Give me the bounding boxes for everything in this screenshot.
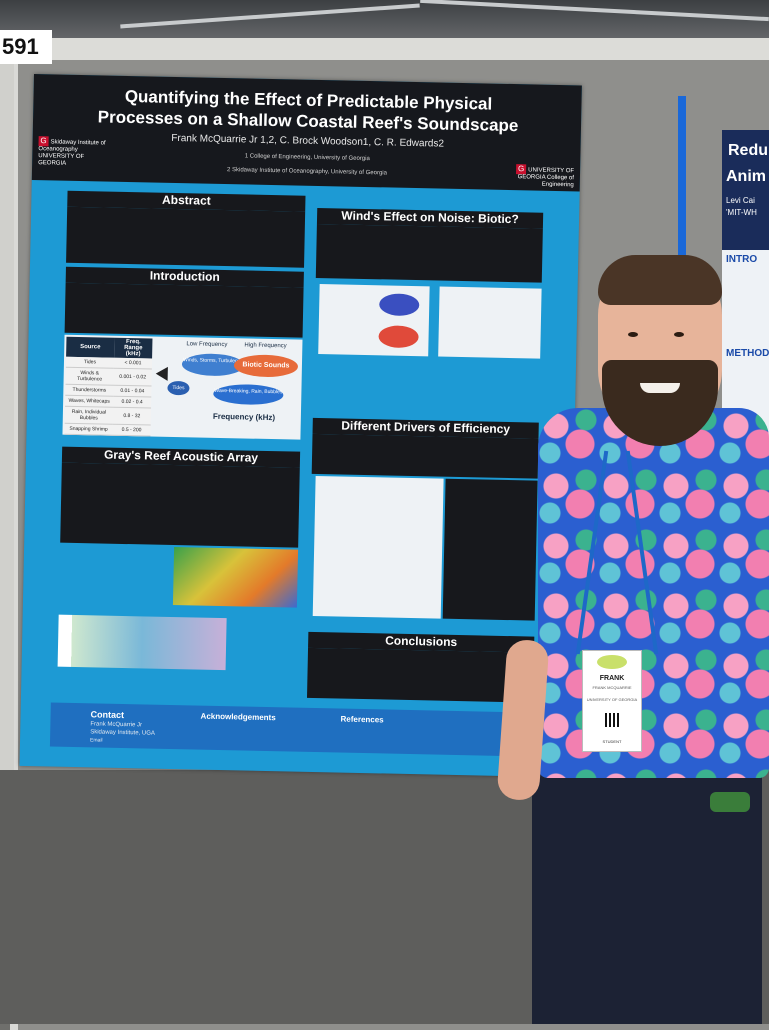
frequency-figure: Source Freq. Range (kHz) Tides < 0.001 Wi…	[62, 334, 303, 440]
table-row: Rain, Individual Bubbles 0.8 - 32	[64, 406, 152, 426]
research-poster: Quantifying the Effect of Predictable Ph…	[19, 74, 582, 778]
neighbor-title-1: Redu	[728, 142, 768, 159]
uga-engineering-logo: G UNIVERSITY OF GEORGIA College of Engine…	[504, 164, 574, 189]
drivers-timeseries-figure	[312, 475, 444, 619]
spectrogram-figure	[57, 614, 227, 671]
person-eye	[674, 332, 684, 337]
board-frame	[50, 38, 769, 60]
table-row: Winds & Turbulence 0.001 - 0.02	[65, 367, 152, 387]
contact-email-label: Email	[89, 737, 103, 744]
contact-org: Skidaway Institute, UGA	[90, 729, 155, 737]
uga-g-icon: G	[38, 136, 49, 147]
uga-g-icon: G	[516, 164, 527, 175]
references-heading: References	[340, 714, 384, 725]
neighbor-section: INTRO	[726, 254, 758, 265]
neighbor-section-2: METHODS	[726, 348, 769, 359]
poster-affiliation-2: 2 Skidaway Institute of Oceanography, Un…	[226, 167, 388, 177]
acknowledgements-heading: Acknowledgements	[200, 711, 276, 723]
speaker-icon	[155, 366, 168, 381]
neighbor-author: Levi Cai	[726, 196, 755, 205]
poster-footer: Contact Frank McQuarrie Jr Skidaway Inst…	[49, 702, 537, 757]
source-frequency-table: Source Freq. Range (kHz) Tides < 0.001 Wi…	[64, 336, 153, 437]
ceiling-truss	[120, 3, 420, 29]
ceiling-truss	[420, 0, 769, 22]
drivers-side-text	[442, 478, 538, 621]
table-header: Source	[66, 336, 115, 358]
neighbor-divider	[678, 96, 686, 326]
high-frequency-label: High Frequency	[244, 342, 287, 350]
abstract-text	[66, 206, 306, 268]
person-eye	[628, 332, 638, 337]
low-frequency-label: Low Frequency	[186, 341, 228, 349]
poster-header: Quantifying the Effect of Predictable Ph…	[31, 74, 582, 192]
wind-lines-figure	[438, 286, 542, 359]
badge-org: UNIVERSITY OF GEORGIA	[586, 697, 638, 702]
table-row: Snapping Shrimp 0.5 - 200	[64, 423, 151, 437]
array-text	[60, 462, 300, 548]
wind-text	[315, 223, 543, 283]
skidaway-logo: G Skidaway Institute of Oceanography UNIV…	[38, 136, 109, 168]
badge-first-name: FRANK	[599, 675, 625, 682]
badge-logo	[597, 655, 627, 669]
table-header: Freq. Range (kHz)	[114, 337, 153, 359]
scatter-cluster-red	[378, 325, 419, 349]
contact-name: Frank McQuarrie Jr	[90, 721, 143, 729]
neighbor-poster: Redu Anim Levi Cai 'MIT-WH INTRO METHODS	[722, 130, 769, 440]
biotic-sounds-bubble: Biotic Sounds	[233, 354, 299, 378]
person-shirt	[538, 408, 769, 778]
frequency-axis-label: Frequency (kHz)	[212, 411, 276, 423]
conclusions-text	[306, 647, 534, 703]
wristwatch	[710, 792, 750, 812]
introduction-text	[64, 282, 304, 338]
poster-title: Quantifying the Effect of Predictable Ph…	[97, 86, 519, 136]
drivers-text	[311, 433, 539, 479]
booth-number: 591	[0, 30, 52, 64]
badge-full-name: FRANK MCQUARRIE	[592, 685, 632, 690]
waves-bubble: Wave-Breaking, Rain, Bubbles	[213, 383, 284, 406]
badge-role: STUDENT	[602, 739, 622, 744]
neighbor-title-2: Anim	[726, 168, 766, 185]
tides-bubble: Tides	[167, 380, 190, 396]
qr-code-icon	[605, 713, 619, 727]
neighbor-poster-header: Redu Anim Levi Cai 'MIT-WH	[722, 130, 769, 250]
scatter-cluster-blue	[379, 293, 420, 317]
bathymetry-map	[172, 547, 299, 608]
contact-heading: Contact	[90, 709, 125, 721]
person-smile	[640, 383, 680, 393]
wind-scatter-figure	[318, 284, 430, 357]
neighbor-org: 'MIT-WH	[726, 208, 757, 217]
name-badge: FRANK FRANK MCQUARRIE UNIVERSITY OF GEOR…	[582, 650, 642, 752]
person-hair	[598, 255, 722, 305]
